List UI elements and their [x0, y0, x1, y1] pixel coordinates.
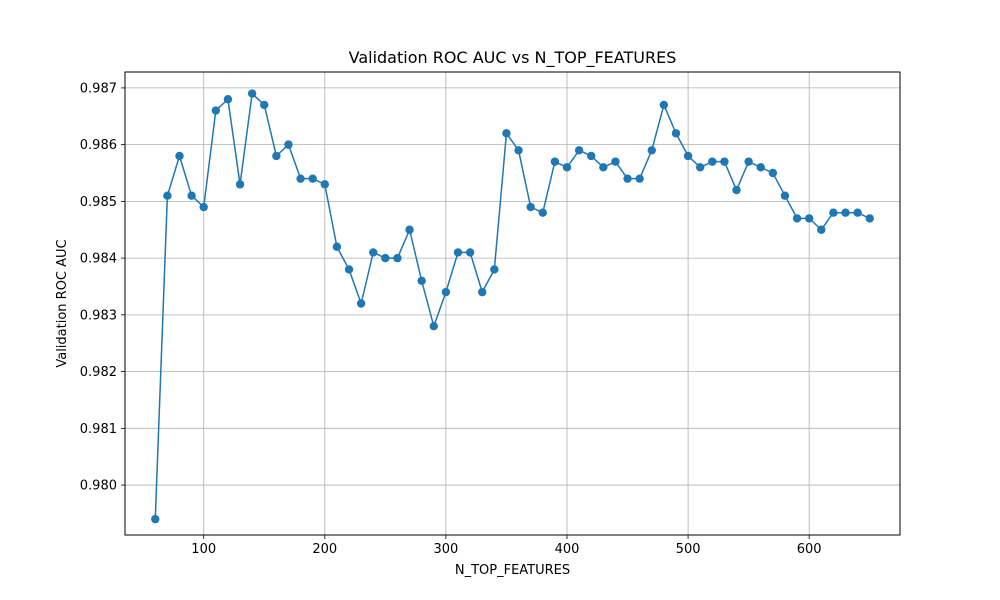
data-point: [163, 191, 172, 200]
data-point: [538, 208, 547, 217]
data-point: [223, 95, 233, 104]
data-point: [405, 225, 414, 234]
data-point: [453, 248, 463, 257]
data-point: [308, 174, 317, 183]
tick-layer: 100 200 300 400 500 600 0.980 0.981 0.982 0.983 0.…: [80, 81, 822, 557]
data-point: [574, 146, 584, 155]
plot-area-frame: [124, 71, 901, 536]
data-point: [708, 157, 717, 166]
y-tick-label: 0.984: [80, 252, 117, 267]
data-point: [792, 214, 802, 223]
data-point: [381, 253, 390, 263]
data-point: [659, 100, 669, 110]
x-tick-label: 600: [797, 542, 822, 557]
series-line: [154, 92, 871, 520]
data-point: [490, 265, 499, 274]
data-point: [272, 151, 281, 161]
data-point: [175, 151, 184, 161]
x-tick-label: 300: [433, 542, 458, 557]
data-point: [744, 157, 753, 166]
y-axis-title: Validation ROC AUC: [55, 239, 70, 367]
data-point: [417, 276, 426, 286]
y-tick-label: 0.985: [80, 195, 117, 210]
x-tick-label: 400: [555, 542, 580, 557]
x-tick-label: 100: [191, 542, 216, 557]
data-point: [841, 208, 850, 217]
data-point: [235, 180, 245, 189]
x-tick-label: 500: [676, 542, 701, 557]
data-point: [151, 514, 160, 524]
data-point: [732, 185, 741, 195]
y-tick-label: 0.980: [80, 479, 117, 494]
data-point: [247, 89, 257, 98]
data-point: [865, 214, 874, 223]
data-point: [260, 100, 269, 110]
data-point: [344, 265, 354, 274]
data-point: [429, 321, 438, 331]
y-tick-label: 0.982: [80, 365, 117, 380]
series-layer: [151, 89, 874, 524]
data-point: [756, 163, 765, 172]
data-point: [780, 191, 790, 200]
data-point: [284, 140, 293, 149]
data-point: [587, 151, 596, 161]
data-point: [393, 253, 402, 263]
grid-layer: [125, 72, 900, 535]
data-point: [611, 157, 620, 166]
x-tick-label: 200: [312, 542, 337, 557]
data-point: [211, 106, 221, 115]
data-point: [671, 129, 681, 138]
data-point: [768, 168, 778, 178]
x-axis-title: N_TOP_FEATURES: [455, 563, 570, 578]
data-point: [817, 225, 826, 234]
y-tick-label: 0.986: [80, 138, 117, 153]
data-point: [562, 163, 572, 172]
data-point: [332, 242, 342, 251]
data-point: [320, 180, 330, 189]
y-tick-label: 0.983: [80, 308, 117, 323]
y-tick-label: 0.981: [80, 422, 117, 437]
data-point: [804, 214, 814, 223]
data-point: [853, 208, 862, 217]
data-point: [356, 299, 366, 308]
chart-title: Validation ROC AUC vs N_TOP_FEATURES: [349, 48, 677, 68]
data-point: [683, 151, 693, 161]
data-point: [478, 287, 487, 297]
data-point: [296, 174, 305, 183]
data-point: [199, 202, 208, 212]
data-point: [526, 202, 535, 212]
data-point: [441, 287, 451, 297]
data-point: [695, 163, 705, 172]
data-point: [514, 146, 523, 155]
data-point: [502, 129, 511, 138]
data-point: [623, 174, 632, 183]
data-point: [187, 191, 196, 200]
data-point: [369, 248, 378, 257]
data-point: [647, 146, 656, 155]
data-point: [635, 174, 644, 183]
data-point: [550, 157, 560, 166]
y-tick-label: 0.987: [80, 81, 117, 96]
data-point: [599, 163, 608, 172]
data-point: [465, 248, 475, 257]
data-point: [829, 208, 838, 217]
data-point: [720, 157, 729, 166]
